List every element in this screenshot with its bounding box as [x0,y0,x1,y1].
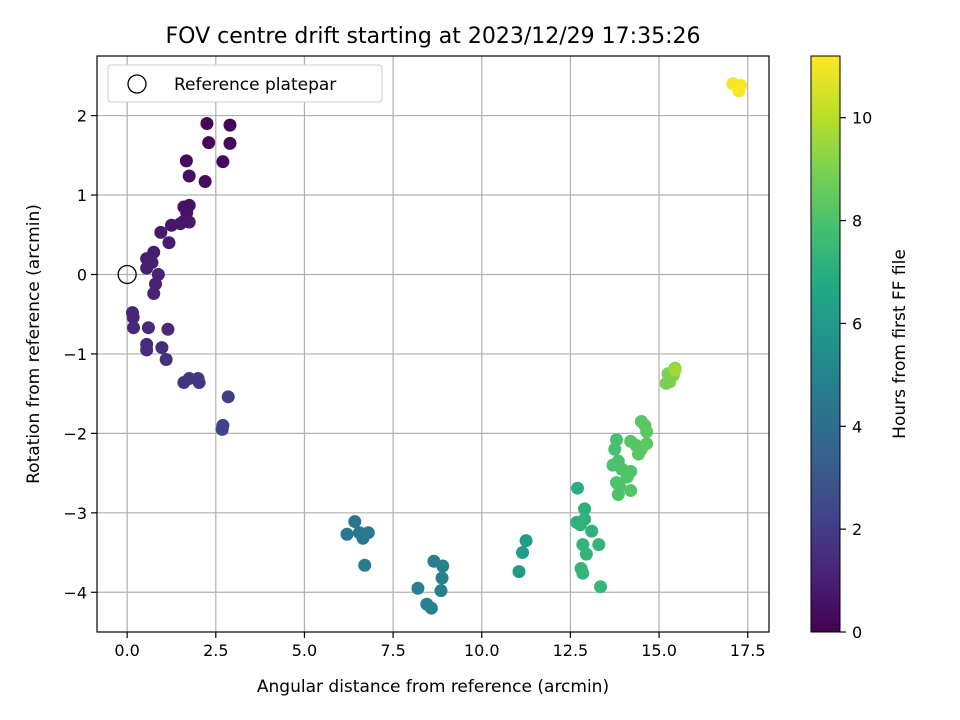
y-tick-label: −4 [63,583,87,602]
data-point [411,581,425,595]
data-point [579,547,593,561]
data-point [611,488,625,502]
chart-title: FOV centre drift starting at 2023/12/29 … [166,24,701,49]
legend-entry: Reference platepar [174,75,336,95]
data-points [125,77,748,615]
data-point [594,580,608,594]
colorbar: 0 2 4 6 8 10 Hours from first FF file [810,55,910,642]
data-point [668,363,682,377]
data-point [200,117,214,131]
plot-frame [96,55,770,633]
data-point [216,155,230,169]
data-point [179,154,193,168]
grid-lines [97,56,769,632]
data-point [154,225,168,239]
colorbar-tick-label: 8 [852,212,862,231]
y-tick-label: 2 [77,107,87,126]
data-point [640,425,654,439]
x-tick-label: 0.0 [114,641,139,660]
data-point [424,601,438,615]
data-point [223,118,237,132]
data-point [164,218,178,232]
y-axis-label: Rotation from reference (arcmin) [24,204,44,484]
data-point [576,566,590,580]
data-point [202,136,216,150]
x-tick-label: 2.5 [203,641,228,660]
x-axis-ticks: 0.0 2.5 5.0 7.5 10.0 12.5 15.0 17.5 [114,632,766,660]
colorbar-tick-label: 2 [852,520,862,539]
data-point [147,287,161,301]
data-point [159,352,173,366]
data-point [126,310,140,324]
colorbar-gradient [810,55,841,633]
y-tick-label: 0 [77,265,87,284]
data-point [140,261,154,275]
data-point [127,321,141,335]
x-tick-label: 10.0 [464,641,500,660]
data-point [198,175,212,189]
data-point [578,512,592,526]
x-tick-label: 5.0 [292,641,317,660]
data-point [624,484,638,498]
y-tick-label: −3 [63,504,87,523]
data-point [215,422,229,436]
data-point [435,571,449,585]
data-point [519,534,533,548]
data-point [192,376,206,390]
data-point [340,527,354,541]
data-point [585,524,599,538]
y-axis-ticks: −4 −3 −2 −1 0 1 2 [63,107,97,602]
y-tick-label: −2 [63,424,87,443]
data-point [348,515,362,529]
data-point [592,538,606,552]
data-point [512,565,526,579]
legend-marker-icon [127,74,147,94]
colorbar-label: Hours from first FF file [890,249,910,439]
colorbar-tick-label: 4 [852,417,862,436]
data-point [155,341,169,355]
y-tick-label: 1 [77,186,87,205]
data-point [182,169,196,183]
data-point [624,465,638,479]
data-point [608,442,622,456]
x-tick-label: 15.0 [641,641,677,660]
data-point [516,546,530,560]
data-point [223,136,237,150]
reference-marker-group [117,264,137,285]
x-tick-label: 17.5 [730,641,766,660]
data-point [571,481,585,495]
x-tick-label: 7.5 [380,641,405,660]
x-axis-label: Angular distance from reference (arcmin) [257,677,609,697]
data-point [434,584,448,598]
y-tick-label: −1 [63,345,87,364]
data-point [578,502,592,516]
x-tick-label: 12.5 [553,641,589,660]
legend: Reference platepar [107,64,383,103]
data-point [732,84,746,98]
data-point [141,321,155,335]
data-point [358,558,372,572]
colorbar-tick-label: 6 [852,314,862,333]
data-point [640,437,654,451]
data-point [140,343,154,357]
data-point [162,236,176,250]
legend-box [107,64,383,103]
colorbar-ticks: 0 2 4 6 8 10 [840,109,872,642]
data-point [436,559,450,573]
colorbar-tick-label: 0 [852,623,862,642]
data-point [161,322,175,336]
data-point [361,526,375,540]
reference-marker [117,264,137,285]
data-point [221,390,235,404]
colorbar-tick-label: 10 [852,109,872,128]
